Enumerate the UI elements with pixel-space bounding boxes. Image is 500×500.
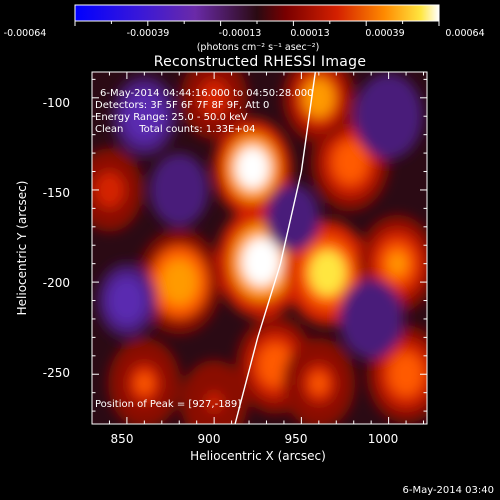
heat-level bbox=[318, 261, 337, 285]
annotation-detectors: Detectors: 3F 5F 6F 7F 8F 9F, Att 0 bbox=[95, 100, 269, 111]
annotation-time-range: 6-May-2014 04:44:16.000 to 04:50:28.000 bbox=[100, 88, 313, 99]
x-tick-label: 900 bbox=[198, 432, 221, 446]
colorbar: -0.00064 -0.00039 -0.00013 0.00013 0.000… bbox=[4, 4, 485, 53]
heatmap-intensity-layer bbox=[92, 72, 427, 424]
y-tick-labels: -100 -150 -200 -250 bbox=[43, 96, 70, 380]
chart-title: Reconstructed RHESSI Image bbox=[153, 54, 367, 70]
heat-level bbox=[102, 180, 117, 200]
heat-level bbox=[350, 293, 392, 345]
footer-timestamp: 6-May-2014 03:40 bbox=[402, 485, 494, 496]
annotation-energy-range: Energy Range: 25.0 - 50.0 keV bbox=[95, 112, 248, 123]
y-tick-label: -250 bbox=[43, 366, 70, 380]
heat-level bbox=[251, 249, 272, 275]
colorbar-tick-label: 0.00064 bbox=[445, 28, 484, 39]
colorbar-ticks bbox=[74, 21, 440, 26]
heat-level bbox=[310, 87, 327, 108]
heat-level bbox=[310, 373, 327, 394]
colorbar-tick-label: -0.00039 bbox=[127, 28, 170, 39]
heat-level bbox=[366, 88, 411, 144]
heat-level bbox=[206, 392, 222, 412]
x-tick-label: 950 bbox=[285, 432, 308, 446]
heat-level bbox=[160, 166, 199, 214]
x-tick-labels: 850 900 950 1000 bbox=[111, 432, 399, 446]
y-axis-label: Heliocentric Y (arcsec) bbox=[15, 181, 29, 316]
x-axis-label: Heliocentric X (arcsec) bbox=[190, 449, 326, 463]
y-tick-label: -200 bbox=[43, 276, 70, 290]
heat-level bbox=[123, 90, 165, 142]
heat-level bbox=[108, 276, 146, 325]
heat-level bbox=[243, 157, 262, 179]
colorbar-tick-labels: -0.00064 -0.00039 -0.00013 0.00013 0.000… bbox=[4, 28, 485, 39]
colorbar-tick-label: 0.00013 bbox=[290, 28, 329, 39]
heat-level bbox=[170, 270, 189, 294]
colorbar-units-label: (photons cm⁻² s⁻¹ asec⁻²) bbox=[197, 42, 320, 53]
colorbar-tick-label: 0.00039 bbox=[365, 28, 404, 39]
heat-level bbox=[206, 88, 222, 107]
heat-level bbox=[341, 151, 359, 173]
solar-limb-line bbox=[234, 72, 317, 424]
y-tick-label: -100 bbox=[43, 96, 70, 110]
x-tick-label: 850 bbox=[111, 432, 134, 446]
plot-frame bbox=[91, 71, 428, 425]
colorbar-tick-label: -0.00013 bbox=[219, 28, 262, 39]
heat-level bbox=[275, 195, 310, 240]
annotation-clean-counts: Clean Total counts: 1.33E+04 bbox=[95, 124, 255, 135]
peak-position-label: Position of Peak = [927,-189] bbox=[95, 399, 241, 410]
heat-level bbox=[266, 354, 284, 376]
y-tick-label: -150 bbox=[43, 186, 70, 200]
x-tick-label: 1000 bbox=[368, 432, 399, 446]
axis-ticks bbox=[92, 72, 427, 424]
colorbar-tick-label: -0.00064 bbox=[4, 28, 47, 39]
heat-level bbox=[397, 363, 415, 385]
annotation-block: 6-May-2014 04:44:16.000 to 04:50:28.000 … bbox=[95, 88, 313, 135]
heat-level bbox=[136, 373, 153, 394]
heat-level bbox=[388, 252, 406, 275]
